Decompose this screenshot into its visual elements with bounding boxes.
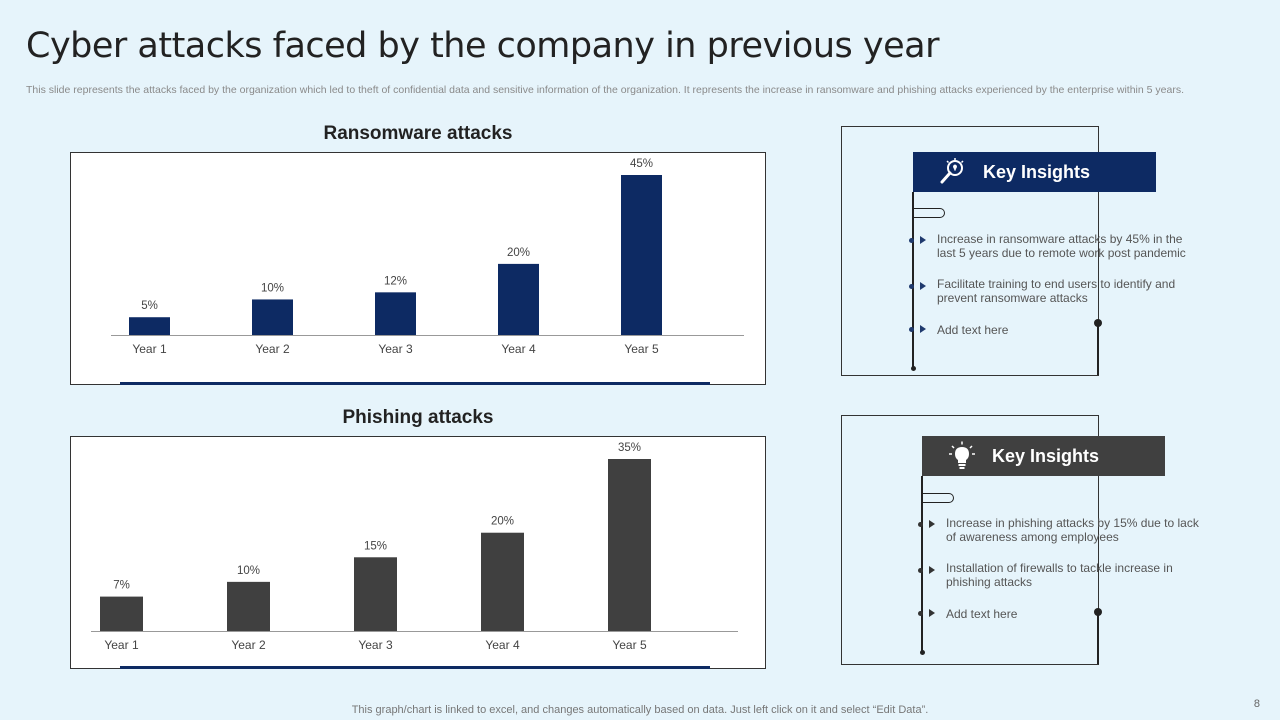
x-tick-label: Year 5 bbox=[612, 638, 647, 652]
data-label: 12% bbox=[384, 275, 407, 287]
x-tick-label: Year 5 bbox=[624, 342, 659, 356]
data-label: 35% bbox=[618, 442, 641, 454]
magnifier-lightbulb-icon bbox=[935, 154, 971, 190]
ransomware-chart[interactable]: 5% Year 1 10% Year 2 12% Year 3 20% Year 4 45% Ye… bbox=[70, 152, 766, 385]
bar-year-1[interactable] bbox=[129, 317, 170, 335]
data-label: 10% bbox=[237, 565, 260, 577]
bullet-dot bbox=[909, 327, 914, 332]
chart-title-phishing: Phishing attacks bbox=[342, 407, 494, 428]
x-tick-label: Year 1 bbox=[132, 342, 167, 356]
data-label: 20% bbox=[491, 516, 514, 528]
timeline-end-dot bbox=[920, 650, 925, 655]
bullet-dot bbox=[909, 238, 914, 243]
insight-item[interactable]: Add text here bbox=[937, 323, 1009, 337]
bullet-arrow-icon bbox=[920, 236, 926, 244]
insights-header-ransomware: Key Insights bbox=[913, 152, 1156, 192]
insights-panel-ransomware bbox=[841, 126, 1099, 376]
slide-title: Cyber attacks faced by the company in pr… bbox=[26, 26, 939, 66]
bullet-arrow-icon bbox=[920, 325, 926, 333]
bar-year-5[interactable] bbox=[608, 459, 651, 631]
insight-item: Facilitate training to end users to iden… bbox=[937, 277, 1176, 305]
x-tick-label: Year 2 bbox=[255, 342, 290, 356]
bar-year-4[interactable] bbox=[481, 532, 524, 631]
insights-header-label: Key Insights bbox=[992, 445, 1100, 466]
panel-connector-dot bbox=[1094, 608, 1102, 616]
data-label: 15% bbox=[364, 540, 387, 552]
insight-item: Increase in ransomware attacks by 45% in… bbox=[937, 232, 1186, 260]
data-label: 45% bbox=[630, 158, 653, 170]
bullet-dot bbox=[909, 284, 914, 289]
x-tick-label: Year 2 bbox=[231, 638, 266, 652]
timeline-line bbox=[912, 192, 914, 368]
x-tick-label: Year 3 bbox=[358, 638, 393, 652]
bullet-arrow-icon bbox=[929, 520, 935, 528]
bullet-dot bbox=[918, 568, 923, 573]
timeline-line bbox=[921, 476, 923, 652]
x-tick-label: Year 4 bbox=[485, 638, 520, 652]
bar-year-1[interactable] bbox=[100, 596, 143, 631]
bullet-arrow-icon bbox=[929, 566, 935, 574]
lightbulb-icon bbox=[944, 438, 980, 474]
bar-year-4[interactable] bbox=[498, 263, 539, 335]
phishing-underline bbox=[120, 666, 710, 669]
slide-subtitle: This slide represents the attacks faced … bbox=[26, 84, 1184, 96]
panel-connector-line bbox=[1097, 612, 1099, 664]
phishing-chart[interactable]: 7% Year 1 10% Year 2 15% Year 3 20% Year 4 35% Ye… bbox=[70, 436, 766, 669]
insights-header-phishing: Key Insights bbox=[922, 436, 1165, 476]
data-label: 10% bbox=[261, 282, 284, 294]
insight-item: Installation of firewalls to tackle incr… bbox=[946, 561, 1173, 589]
slide-footer-note: This graph/chart is linked to excel, and… bbox=[351, 704, 929, 716]
ransomware-underline bbox=[120, 382, 710, 385]
bar-year-5[interactable] bbox=[621, 175, 662, 335]
timeline-hook bbox=[914, 208, 945, 218]
bullet-dot bbox=[918, 611, 923, 616]
phishing-chart-svg: 7% Year 1 10% Year 2 15% Year 3 20% Year 4 35% Ye… bbox=[91, 442, 738, 652]
bullet-dot bbox=[918, 522, 923, 527]
panel-connector-dot bbox=[1094, 319, 1102, 327]
timeline-end-dot bbox=[911, 366, 916, 371]
bar-year-2[interactable] bbox=[227, 581, 270, 631]
insight-item[interactable]: Add text here bbox=[946, 607, 1018, 621]
page-number: 8 bbox=[1253, 698, 1260, 710]
bullet-arrow-icon bbox=[929, 609, 935, 617]
x-tick-label: Year 3 bbox=[378, 342, 413, 356]
bar-year-2[interactable] bbox=[252, 299, 293, 335]
bar-year-3[interactable] bbox=[375, 292, 416, 335]
panel-connector-line bbox=[1097, 323, 1099, 375]
insights-header-label: Key Insights bbox=[983, 161, 1091, 182]
insight-item: Increase in phishing attacks by 15% due … bbox=[946, 516, 1199, 544]
data-label: 7% bbox=[113, 580, 130, 592]
x-tick-label: Year 1 bbox=[104, 638, 139, 652]
x-tick-label: Year 4 bbox=[501, 342, 536, 356]
insights-panel-phishing bbox=[841, 415, 1099, 665]
bullet-arrow-icon bbox=[920, 282, 926, 290]
data-label: 20% bbox=[507, 247, 530, 259]
data-label: 5% bbox=[141, 300, 158, 312]
timeline-hook bbox=[923, 493, 954, 503]
ransomware-chart-svg: 5% Year 1 10% Year 2 12% Year 3 20% Year 4 45% Ye… bbox=[111, 158, 744, 356]
bar-year-3[interactable] bbox=[354, 557, 397, 631]
chart-title-ransomware: Ransomware attacks bbox=[323, 123, 513, 144]
